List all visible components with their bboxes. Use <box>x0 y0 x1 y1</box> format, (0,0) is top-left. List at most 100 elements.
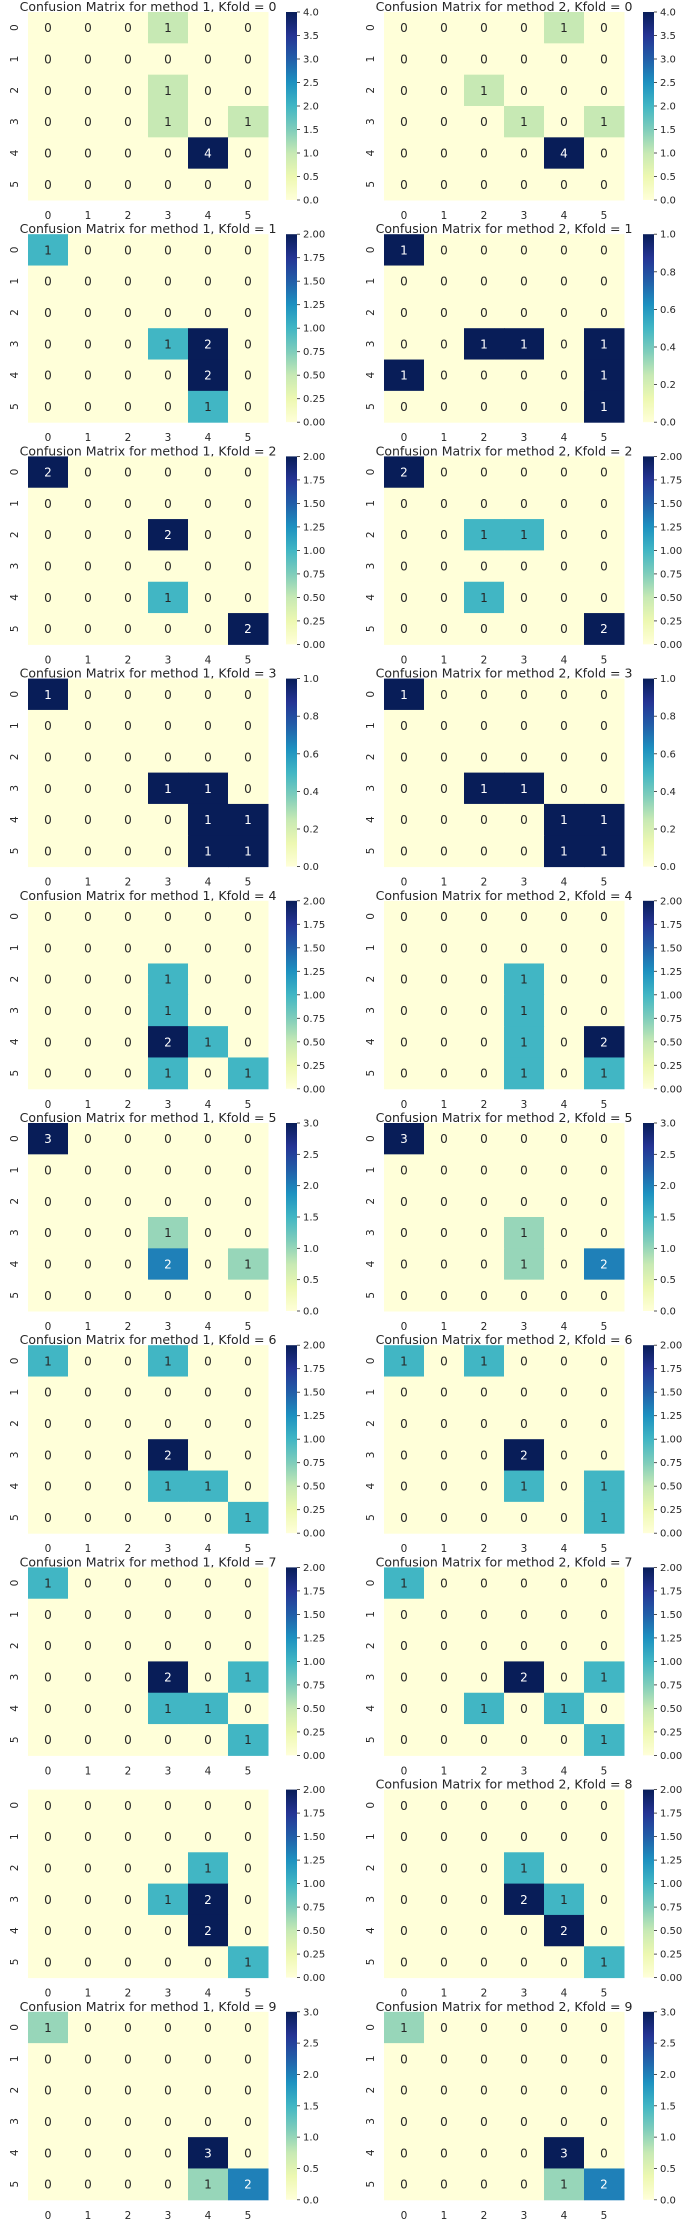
cell-value-label: 0 <box>164 275 172 289</box>
cell-value-label: 0 <box>560 400 568 414</box>
cell-value-label: 1 <box>600 1955 608 1969</box>
x-tick-label: 1 <box>85 1321 92 1333</box>
cell-value-label: 0 <box>560 910 568 924</box>
heatmap-cell <box>28 835 69 868</box>
cell-value-label: 1 <box>600 115 608 129</box>
colorbar-tick-label: 0.8 <box>660 712 676 723</box>
heatmap-cell <box>464 1946 505 1979</box>
heatmap-cell <box>28 1057 69 1090</box>
colorbar-tick-label: 2.5 <box>303 2039 319 2050</box>
cell-value-label: 0 <box>480 1608 488 1622</box>
colorbar-tick-label: 2.0 <box>303 1181 319 1192</box>
cell-value-label: 0 <box>124 1226 132 1240</box>
heatmap-cell <box>68 168 109 201</box>
heatmap-cell <box>68 1217 109 1249</box>
cell-value-label: 2 <box>244 2178 252 2192</box>
y-tick-label: 3 <box>9 2118 21 2125</box>
cell-value-label: 0 <box>164 2146 172 2160</box>
heatmap-cell <box>384 296 425 329</box>
cell-value-label: 0 <box>84 1289 92 1303</box>
heatmap-cell <box>384 1820 425 1853</box>
x-tick-label: 3 <box>165 210 172 222</box>
cell-value-label: 0 <box>520 243 528 257</box>
y-tick-label: 3 <box>9 1452 21 1459</box>
x-tick-label: 4 <box>205 210 212 222</box>
cell-value-label: 0 <box>204 622 212 636</box>
cell-value-label: 1 <box>560 813 568 827</box>
heatmap-cell <box>544 2105 585 2138</box>
heatmap-cell <box>228 1248 269 1281</box>
y-tick-label: 4 <box>9 149 21 156</box>
heatmap-cell <box>584 390 625 423</box>
heatmap-cell <box>584 487 625 520</box>
cell-value-label: 0 <box>164 1164 172 1178</box>
heatmap-cell <box>424 1914 465 1947</box>
cell-value-label: 1 <box>560 2178 568 2192</box>
cell-value-label: 0 <box>124 147 132 161</box>
cell-value-label: 0 <box>440 1511 448 1525</box>
heatmap-cell <box>424 678 465 711</box>
colorbar-tick-label: 1.50 <box>303 1388 325 1399</box>
cell-value-label: 0 <box>244 2021 252 2035</box>
heatmap-cell <box>584 550 625 583</box>
cell-value-label: 0 <box>440 973 448 987</box>
heatmap-cell <box>228 12 269 44</box>
cell-value-label: 0 <box>164 243 172 257</box>
cell-value-label: 1 <box>204 400 212 414</box>
x-tick-label: 1 <box>441 877 448 889</box>
cell-value-label: 0 <box>244 1132 252 1146</box>
cell-value-label: 1 <box>600 813 608 827</box>
heatmap-cell <box>108 678 149 711</box>
heatmap-cell <box>504 1185 545 1218</box>
cell-value-label: 0 <box>204 1417 212 1431</box>
cell-value-label: 0 <box>124 1702 132 1716</box>
cell-value-label: 0 <box>480 53 488 67</box>
heatmap-cell <box>108 1692 149 1725</box>
cell-value-label: 1 <box>164 115 172 129</box>
heatmap-cell <box>228 2168 269 2201</box>
colorbar-tick-label: 2.5 <box>303 1150 319 1161</box>
x-tick-label: 0 <box>401 2210 408 2222</box>
colorbar-tick-label: 1.50 <box>303 943 325 954</box>
heatmap-cell <box>148 1567 189 1600</box>
cell-value-label: 1 <box>204 1035 212 1049</box>
cell-value-label: 0 <box>44 1195 52 1209</box>
cell-value-label: 1 <box>164 1226 172 1240</box>
cell-value-label: 0 <box>520 2146 528 2160</box>
cell-value-label: 0 <box>520 1924 528 1938</box>
cell-value-label: 0 <box>124 369 132 383</box>
heatmap-cell <box>504 1057 545 1090</box>
colorbar-tick-label: 0.00 <box>303 1751 325 1762</box>
cell-value-label: 0 <box>44 1004 52 1018</box>
heatmap-cell <box>424 296 465 329</box>
cell-value-label: 0 <box>204 1511 212 1525</box>
cell-value-label: 0 <box>440 2146 448 2160</box>
cell-value-label: 0 <box>84 1733 92 1747</box>
y-tick-label: 1 <box>9 2055 21 2062</box>
cell-value-label: 0 <box>440 1035 448 1049</box>
heatmap-cell <box>188 1185 229 1218</box>
cell-value-label: 0 <box>44 147 52 161</box>
heatmap-cell <box>188 74 229 107</box>
x-tick-label: 2 <box>125 1321 132 1333</box>
x-tick-label: 0 <box>45 1321 52 1333</box>
heatmap-cell <box>28 1789 69 1822</box>
colorbar-tick-label: 0.2 <box>660 380 676 391</box>
cell-value-label: 0 <box>124 1386 132 1400</box>
cell-value-label: 0 <box>440 21 448 35</box>
colorbar-tick-label: 0.00 <box>660 640 682 651</box>
cell-value-label: 0 <box>560 84 568 98</box>
cell-value-label: 0 <box>480 1577 488 1591</box>
heatmap-cell <box>544 1820 585 1853</box>
heatmap-cell <box>188 1567 229 1600</box>
cell-value-label: 0 <box>44 1226 52 1240</box>
colorbar-tick-label: 1.5 <box>660 1213 676 1224</box>
cell-value-label: 2 <box>400 466 408 480</box>
y-tick-label: 1 <box>365 1611 377 1618</box>
cell-value-label: 1 <box>600 337 608 351</box>
cell-value-label: 0 <box>400 1608 408 1622</box>
heatmap-cell <box>108 2137 149 2169</box>
heatmap-cell <box>108 1154 149 1187</box>
heatmap-cell <box>108 994 149 1027</box>
heatmap-cell <box>384 678 425 711</box>
